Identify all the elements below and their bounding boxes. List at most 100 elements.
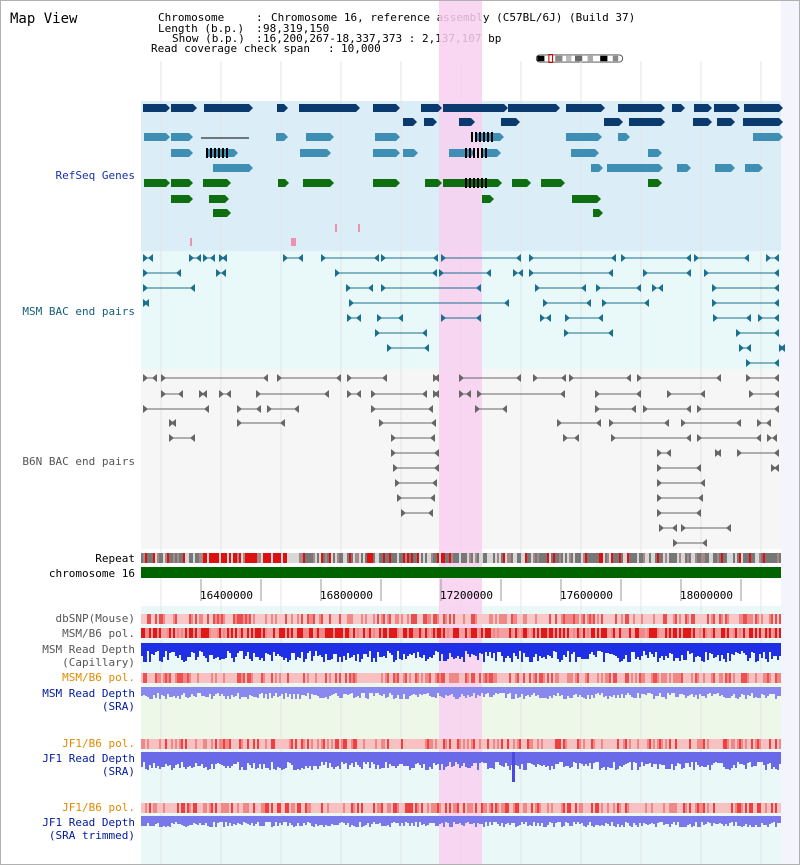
track-label-jf1-b6-pol[interactable]: JF1/B6 pol. <box>62 737 135 750</box>
msm-b6-pol-cell <box>717 673 719 683</box>
msm-b6-pol-cell <box>409 628 411 638</box>
jf1-b6-pol-cell <box>685 803 687 813</box>
msm-depth-capillary-bar <box>541 643 543 658</box>
jf1-depth-trimmed-bar <box>581 816 583 823</box>
repeat-block <box>693 553 695 563</box>
msm-bac-pair-end <box>189 254 194 262</box>
dbsnp-cell <box>447 614 449 624</box>
jf1-depth-trimmed-bar <box>541 816 543 823</box>
jf1-depth-trimmed-bar <box>563 816 565 826</box>
jf1-b6-pol-cell <box>201 739 203 749</box>
repeat-block <box>507 553 509 563</box>
jf1-depth-sra-bar <box>259 752 261 764</box>
msm-depth-capillary-bar <box>667 643 669 658</box>
jf1-depth-sra-bar <box>403 752 405 766</box>
gene-feature <box>541 179 561 187</box>
jf1-b6-pol-cell <box>773 739 775 749</box>
jf1-depth-sra-bar <box>587 752 589 766</box>
repeat-block <box>471 553 473 563</box>
msm-depth-sra-bar <box>411 687 413 695</box>
track-label-chromosome[interactable]: chromosome 16 <box>48 567 135 580</box>
b6n-bac-pair-end <box>161 390 166 398</box>
dbsnp-cell <box>769 614 771 624</box>
jf1-b6-pol-cell <box>249 739 251 749</box>
track-label-msm-depth-sra[interactable]: MSM Read Depth (SRA) <box>42 687 135 713</box>
repeat-block <box>755 553 757 563</box>
dbsnp-cell <box>639 614 641 624</box>
msm-b6-pol-cell <box>669 628 671 638</box>
jf1-b6-pol-cell <box>767 739 769 749</box>
dbsnp-cell <box>387 614 389 624</box>
repeat-block <box>585 553 587 563</box>
msm-depth-capillary-bar <box>599 643 601 651</box>
msm-depth-sra-bar <box>713 687 715 694</box>
coverage-key: Read coverage check span <box>151 42 310 55</box>
repeat-block <box>447 553 449 563</box>
dbsnp-cell <box>773 614 775 624</box>
track-label-b6n-bac[interactable]: B6N BAC end pairs <box>22 455 135 468</box>
b6n-bac-pair-end <box>434 449 439 457</box>
repeat-block <box>219 553 221 563</box>
repeat-block <box>383 553 385 563</box>
msm-b6-pol-cell <box>405 673 407 683</box>
jf1-b6-pol-cell <box>183 739 185 749</box>
track-label-msm-b6-pol[interactable]: MSM/B6 pol. <box>62 627 135 640</box>
msm-depth-capillary-bar <box>267 643 269 654</box>
msm-b6-pol-cell <box>173 628 175 638</box>
msm-b6-pol-cell <box>381 628 383 638</box>
repeat-block <box>319 553 321 563</box>
msm-depth-sra-bar <box>461 687 463 694</box>
track-label-repeat[interactable]: Repeat <box>95 552 135 565</box>
msm-b6-pol-cell <box>317 673 319 683</box>
msm-b6-pol-cell <box>529 673 531 683</box>
jf1-depth-trimmed-bar <box>565 816 567 822</box>
msm-depth-capillary-bar <box>443 643 445 661</box>
msm-depth-sra-bar <box>313 687 315 695</box>
jf1-b6-pol-cell <box>649 803 651 813</box>
jf1-b6-pol-cell <box>265 803 267 813</box>
jf1-depth-trimmed-bar <box>779 816 781 823</box>
jf1-b6-pol-cell <box>313 739 315 749</box>
repeat-block <box>243 553 245 563</box>
gene-feature <box>482 195 490 203</box>
gene-strand-arrow <box>327 149 331 157</box>
jf1-b6-pol-cell <box>485 739 487 749</box>
msm-depth-capillary-bar <box>717 643 719 655</box>
msm-b6-pol-cell <box>559 673 561 683</box>
track-label-jf1-b6-pol-2[interactable]: JF1/B6 pol. <box>62 801 135 814</box>
b6n-bac-pair-end <box>736 419 741 427</box>
gene-feature <box>694 104 708 112</box>
msm-b6-pol-cell <box>271 673 273 683</box>
track-label-refseq-genes[interactable]: RefSeq Genes <box>55 169 135 182</box>
track-label-msm-depth-capillary[interactable]: MSM Read Depth (Capillary) <box>42 643 135 669</box>
b6n-bac-pair-end <box>434 390 439 398</box>
jf1-depth-trimmed-bar <box>765 816 767 825</box>
track-label-msm-bac[interactable]: MSM BAC end pairs <box>22 305 135 318</box>
jf1-b6-pol-cell <box>575 739 577 749</box>
jf1-b6-pol-cell <box>307 803 309 813</box>
dbsnp-cell <box>633 614 635 624</box>
repeat-block <box>485 553 487 563</box>
msm-depth-capillary-bar <box>351 643 353 657</box>
jf1-b6-pol-cell <box>571 803 573 813</box>
jf1-b6-pol-cell <box>215 739 217 749</box>
jf1-b6-pol-cell <box>283 803 285 813</box>
jf1-b6-pol-cell <box>237 739 239 749</box>
jf1-depth-sra-bar <box>519 752 521 769</box>
repeat-block <box>281 553 283 563</box>
msm-b6-pol-cell <box>447 628 449 638</box>
track-label-jf1-depth-trimmed[interactable]: JF1 Read Depth (SRA trimmed) <box>42 816 135 842</box>
msm-bac-pair-end <box>686 254 691 262</box>
track-label-jf1-depth-sra[interactable]: JF1 Read Depth (SRA) <box>42 752 135 778</box>
chromosome-ideogram[interactable] <box>531 54 628 63</box>
msm-depth-sra-bar <box>543 687 545 698</box>
repeat-block <box>235 553 237 563</box>
jf1-depth-trimmed-bar <box>725 816 727 824</box>
repeat-block <box>247 553 249 563</box>
track-label-msm-b6-pol-2[interactable]: MSM/B6 pol. <box>62 671 135 684</box>
dbsnp-cell <box>441 614 443 624</box>
b6n-bac-pair-end <box>774 464 779 472</box>
track-label-dbsnp[interactable]: dbSNP(Mouse) <box>55 612 135 625</box>
msm-b6-pol-cell <box>699 673 701 683</box>
